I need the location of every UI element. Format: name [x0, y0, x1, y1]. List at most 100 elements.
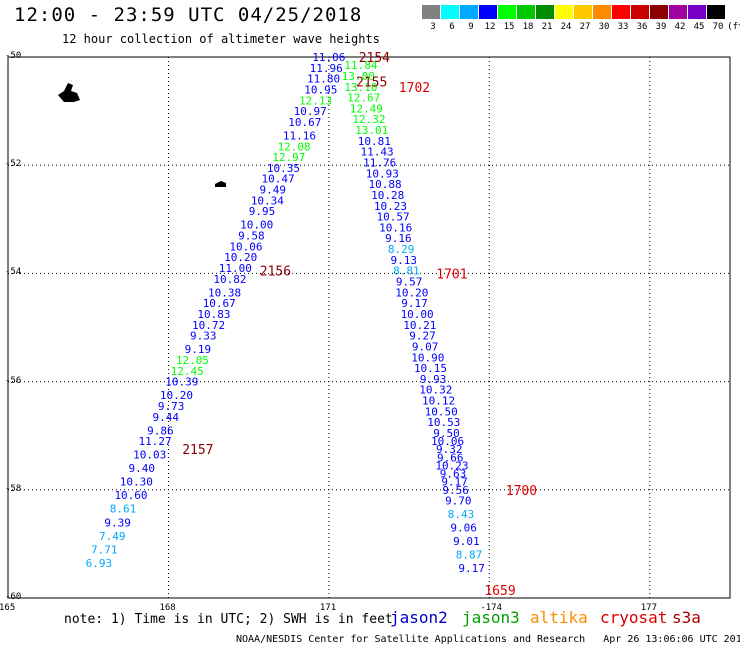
- swh-value-label: 9.56: [442, 484, 469, 497]
- legend-swatch: [574, 5, 592, 19]
- swh-value-label: 13.01: [355, 124, 388, 137]
- swh-value-label: 9.39: [104, 516, 131, 529]
- legend-label: 70: [712, 22, 724, 32]
- x-tick-label: 165: [0, 603, 16, 613]
- swh-value-label: 10.57: [377, 211, 410, 224]
- legend-label: 21: [541, 22, 553, 32]
- swh-value-label: 10.28: [371, 189, 404, 202]
- swh-value-label: 10.06: [431, 435, 464, 448]
- footnote: note: 1) Time is in UTC; 2) SWH is in fe…: [64, 612, 393, 627]
- legend-label: 42: [674, 22, 686, 32]
- time-label: 1659: [484, 584, 515, 599]
- legend-swatch: [612, 5, 630, 19]
- swh-value-label: 10.06: [229, 240, 262, 253]
- y-tick-label: -52: [5, 159, 22, 170]
- swh-value-label: 9.93: [420, 373, 447, 386]
- swh-value-label: 10.00: [240, 219, 273, 232]
- swh-value-label: 11.27: [139, 435, 172, 448]
- swh-value-label: 11.76: [363, 156, 396, 169]
- legend-swatch: [536, 5, 554, 19]
- swh-value-label: 9.44: [153, 411, 180, 424]
- swh-value-label: 11.96: [310, 62, 343, 75]
- legend-label: 18: [522, 22, 534, 32]
- swh-value-label: 9.16: [385, 232, 412, 245]
- swh-value-label: 10.67: [288, 116, 321, 129]
- swh-value-label: 9.70: [445, 495, 472, 508]
- legend-label: 12: [484, 22, 496, 32]
- time-label: 1702: [399, 81, 430, 96]
- time-label: 2156: [260, 265, 291, 280]
- swh-value-label: 10.32: [419, 384, 452, 397]
- satellite-cryosat: cryosat: [600, 608, 668, 627]
- swh-value-label: 9.06: [450, 522, 477, 535]
- swh-value-label: 10.20: [160, 389, 193, 402]
- swh-value-label: 11.43: [360, 146, 393, 159]
- time-label: 2155: [356, 75, 387, 90]
- swh-value-label: 12.45: [171, 365, 204, 378]
- swh-value-label: 9.27: [409, 330, 436, 343]
- swh-value-label: 8.87: [456, 549, 483, 562]
- swh-value-label: 12.32: [352, 113, 385, 126]
- swh-value-label: 9.13: [391, 254, 418, 267]
- swh-value-label: 11.06: [312, 51, 345, 64]
- swh-value-label: 10.47: [262, 173, 295, 186]
- swh-value-label: 9.50: [433, 427, 460, 440]
- swh-value-label: 9.33: [190, 330, 217, 343]
- swh-value-label: 10.50: [425, 405, 458, 418]
- swh-value-label: 9.73: [158, 400, 185, 413]
- swh-value-label: 12.97: [272, 151, 305, 164]
- y-tick-label: -58: [5, 483, 22, 494]
- swh-value-label: 9.63: [440, 468, 467, 481]
- swh-value-label: 7.71: [91, 543, 118, 556]
- y-tick-label: -54: [5, 267, 22, 278]
- swh-value-label: 10.34: [251, 194, 284, 207]
- legend-swatch: [631, 5, 649, 19]
- satellite-s3a: s3a: [672, 608, 701, 627]
- legend-label: 45: [693, 22, 705, 32]
- swh-value-label: 9.95: [249, 205, 276, 218]
- swh-value-label: 6.93: [86, 557, 113, 570]
- swh-value-label: 10.88: [368, 178, 401, 191]
- legend-unit: (ft): [727, 22, 740, 32]
- swh-value-label: 9.32: [436, 443, 463, 456]
- swh-value-label: 10.35: [267, 162, 300, 175]
- swh-value-label: 7.49: [99, 530, 126, 543]
- swh-value-label: 9.17: [458, 562, 485, 575]
- swh-value-label: 10.15: [414, 362, 447, 375]
- legend-label: 39: [655, 22, 667, 32]
- swh-value-label: 9.17: [441, 476, 468, 489]
- swh-value-label: 10.53: [427, 416, 460, 429]
- swh-value-label: 10.97: [294, 105, 327, 118]
- satellite-jason2: jason2: [390, 608, 448, 627]
- swh-value-label: 10.39: [165, 376, 198, 389]
- swh-value-label: 10.03: [133, 449, 166, 462]
- legend-swatch: [688, 5, 706, 19]
- swh-value-label: 10.12: [422, 395, 455, 408]
- legend-swatch: [498, 5, 516, 19]
- time-label: 1701: [436, 267, 467, 282]
- swh-value-label: 10.20: [224, 251, 257, 264]
- legend-label: 15: [503, 22, 515, 32]
- chart-title: 12:00 - 23:59 UTC 04/25/2018: [14, 4, 363, 26]
- swh-value-label: 10.72: [192, 319, 225, 332]
- legend-label: 9: [468, 22, 474, 32]
- swh-value-label: 10.90: [411, 351, 444, 364]
- x-tick-label: -174: [480, 603, 503, 613]
- swh-value-label: 11.16: [283, 129, 316, 142]
- satellite-altika: altika: [530, 608, 588, 627]
- legend-swatch: [422, 5, 440, 19]
- swh-value-label: 10.67: [203, 297, 236, 310]
- swh-value-label: 10.23: [435, 459, 468, 472]
- legend-label: 33: [617, 22, 629, 32]
- swh-value-label: 9.49: [259, 184, 286, 197]
- legend-swatch: [593, 5, 611, 19]
- legend-swatch: [650, 5, 668, 19]
- swh-value-label: 10.38: [208, 286, 241, 299]
- swh-value-label: 9.86: [147, 424, 174, 437]
- legend-swatch: [669, 5, 687, 19]
- swh-value-label: 10.30: [120, 476, 153, 489]
- swh-value-label: 10.60: [114, 489, 147, 502]
- legend-swatch: [460, 5, 478, 19]
- swh-value-label: 12.08: [278, 140, 311, 153]
